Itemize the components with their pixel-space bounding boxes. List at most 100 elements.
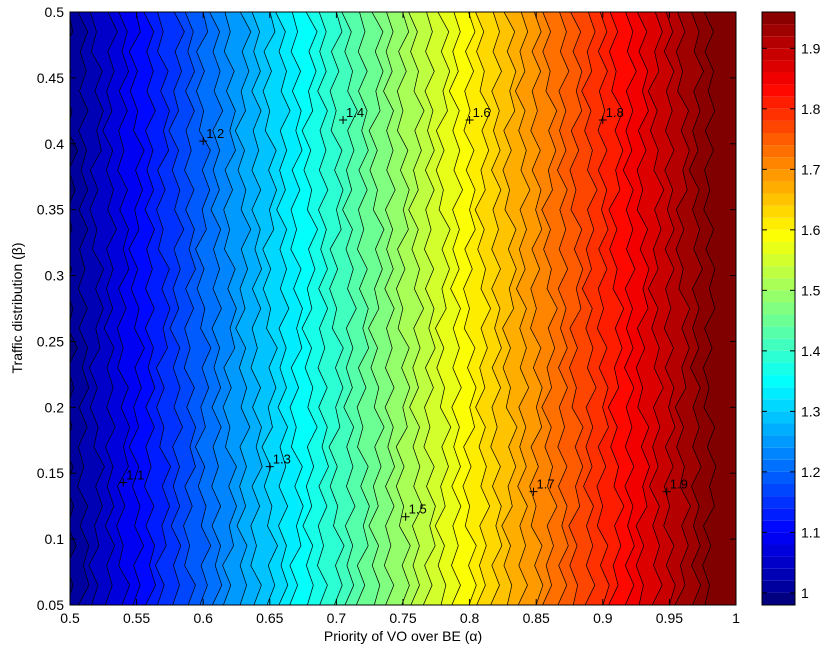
contour-label: 1.1 (126, 467, 144, 482)
contour-label: 1.7 (537, 477, 555, 492)
colorbar-tick-label: 1.8 (801, 101, 821, 117)
colorbar-band (762, 193, 795, 206)
colorbar-band (762, 120, 795, 134)
contour-line (128, 12, 145, 605)
contour-line (168, 12, 185, 605)
contour-label-marker (119, 478, 128, 487)
colorbar-band (762, 362, 795, 376)
colorbar-band (762, 568, 795, 581)
colorbar-band (762, 12, 795, 25)
x-tick-label: 0.75 (389, 610, 416, 626)
contour-label-marker (598, 116, 607, 125)
contour-label-marker (265, 462, 274, 471)
colorbar-band (762, 375, 795, 388)
colorbar-band (762, 60, 795, 73)
colorbar-band (762, 290, 795, 303)
colorbar-band (762, 580, 795, 593)
colorbar-band (762, 24, 795, 37)
contour-fill-bands (70, 12, 736, 605)
colorbar-frame (761, 11, 796, 606)
colorbar-band (762, 423, 795, 436)
contour-band (702, 12, 736, 605)
y-tick-label: 0.35 (37, 202, 64, 218)
contour-label-marker (199, 137, 208, 146)
colorbar-tick-label: 1 (801, 585, 809, 601)
contour-line (422, 12, 436, 605)
contour-label: 1.4 (346, 105, 364, 120)
contour-line (557, 12, 570, 605)
x-tick-label: 0.95 (656, 610, 683, 626)
colorbar-band (762, 520, 795, 533)
y-axis-label: Traffic distribution (β) (9, 243, 25, 374)
colorbar-tick-label: 1.7 (801, 161, 821, 177)
contour-line (317, 12, 329, 605)
contour-line (581, 12, 598, 605)
contour-label-marker (529, 487, 538, 496)
contour-line (674, 12, 691, 605)
x-axis-label: Priority of VO over BE (α) (324, 628, 482, 644)
colorbar-band (762, 254, 795, 267)
contour-line (647, 12, 665, 605)
colorbar-band (762, 217, 795, 230)
contour-line (408, 12, 425, 605)
colorbar-band (762, 36, 795, 49)
colorbar-band (762, 399, 795, 412)
colorbar-band (762, 556, 795, 569)
contour-label-marker (401, 512, 410, 521)
contour-line (155, 12, 171, 605)
contour-line (474, 12, 491, 605)
contour-line (702, 12, 717, 605)
y-axis: 0.05 0.1 0.15 0.2 0.25 0.3 0.35 0.4 0.45 0.5 (37, 4, 736, 613)
colorbar-band (762, 471, 795, 484)
contour-line (222, 12, 237, 605)
colorbar-band (762, 592, 795, 605)
contour-line (607, 12, 625, 605)
colorbar-band (762, 157, 795, 170)
x-tick-label: 0.65 (256, 610, 283, 626)
colorbar-band (762, 278, 795, 291)
contour-line (448, 12, 463, 605)
x-tick-label: 0.5 (60, 610, 80, 626)
contour-label: 1.3 (273, 452, 291, 467)
y-tick-label: 0.15 (37, 465, 64, 481)
colorbar-band (762, 508, 795, 521)
contour-line (490, 12, 503, 605)
colorbar-band (762, 181, 795, 194)
contour-line (434, 12, 452, 605)
colorbar-tick-label: 1.2 (801, 464, 821, 480)
contour-line (688, 12, 704, 605)
contour-label: 1.5 (409, 502, 427, 517)
x-tick-label: 0.7 (327, 610, 347, 626)
x-tick-label: 0.6 (193, 610, 213, 626)
y-tick-label: 0.45 (37, 70, 64, 86)
contour-line (596, 12, 610, 605)
contour-labels: 1.1 1.2 1.3 1.4 1.5 1.6 1.7 1.8 1.9 (119, 105, 688, 521)
x-axis: 0.5 0.55 0.6 0.65 0.7 0.75 0.8 0.85 0.9 0.95 1 (60, 12, 740, 626)
y-tick-label: 0.05 (37, 597, 64, 613)
x-tick-label: 0.55 (123, 610, 150, 626)
contour-line (289, 12, 304, 605)
y-tick-label: 0.5 (45, 4, 65, 20)
colorbar-band (762, 411, 795, 424)
contour-line (568, 12, 584, 605)
contour-line (77, 12, 90, 605)
colorbar-band (762, 133, 795, 146)
contour-line (541, 12, 558, 605)
colorbar-band (762, 266, 795, 279)
contour-line (635, 12, 650, 605)
colorbar-band (762, 350, 795, 363)
colorbar-band (762, 532, 795, 545)
contour-line (234, 12, 252, 605)
x-tick-label: 0.8 (460, 610, 480, 626)
contour-line (88, 12, 105, 605)
y-tick-label: 0.4 (45, 136, 65, 152)
colorbar-band (762, 108, 795, 121)
colorbar-band (762, 241, 795, 255)
contour-line (515, 12, 531, 605)
colorbar-band (762, 84, 795, 97)
contour-line (70, 16, 79, 596)
colorbar-band (762, 544, 795, 557)
contour-lines (70, 12, 717, 605)
contour-line (663, 12, 676, 605)
